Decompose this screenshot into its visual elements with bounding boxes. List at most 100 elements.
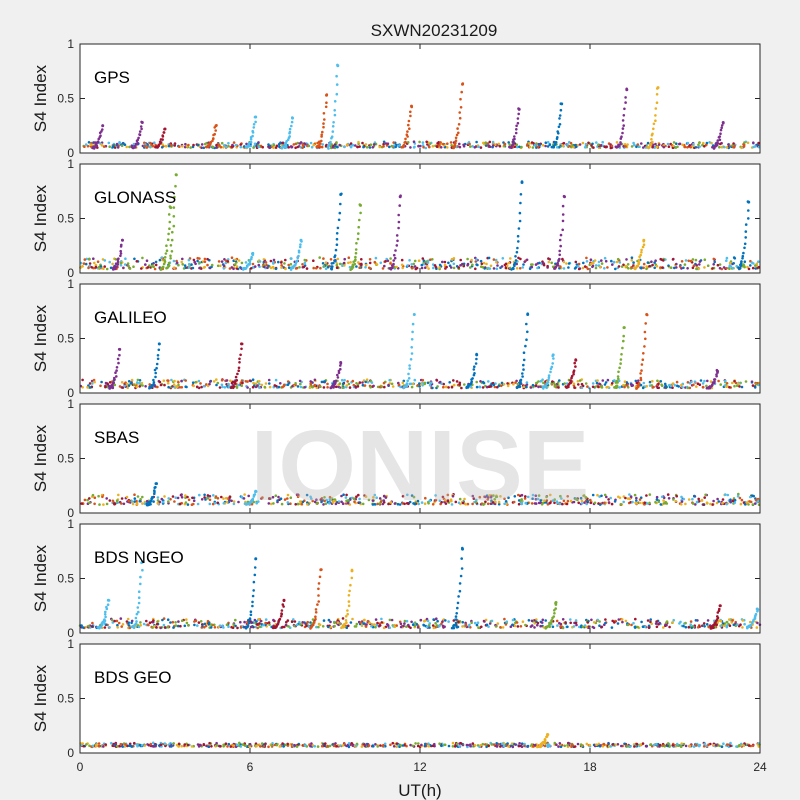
data-point: [541, 144, 545, 147]
data-point: [184, 501, 188, 504]
data-point: [728, 267, 731, 271]
data-point: [416, 499, 420, 503]
data-point: [497, 142, 501, 146]
data-point: [709, 502, 712, 506]
spike-point: [135, 620, 138, 623]
data-point: [382, 626, 386, 630]
data-point: [105, 497, 108, 500]
data-point: [445, 265, 448, 269]
data-point: [427, 502, 430, 505]
spike-point: [333, 100, 337, 103]
panel-title: GALILEO: [94, 308, 167, 327]
data-point: [518, 742, 521, 745]
data-point: [423, 502, 427, 506]
spike-point: [474, 362, 478, 365]
spike-point: [312, 620, 316, 624]
data-point: [505, 264, 509, 268]
data-point: [216, 264, 220, 268]
data-point: [688, 386, 692, 390]
spike-peak-point: [622, 326, 626, 330]
data-point: [441, 142, 445, 146]
data-point: [422, 145, 425, 149]
data-point: [132, 142, 136, 146]
data-point: [319, 145, 322, 149]
data-point: [220, 495, 223, 499]
spike-point: [391, 266, 394, 270]
data-point: [384, 142, 388, 145]
data-point: [488, 140, 492, 144]
data-point: [496, 622, 500, 625]
data-point: [208, 498, 212, 502]
data-point: [161, 618, 164, 622]
data-point: [166, 618, 170, 621]
data-point: [415, 623, 419, 626]
spike-point: [336, 226, 340, 230]
data-point: [489, 264, 493, 268]
data-point: [226, 258, 230, 261]
data-point: [442, 385, 445, 389]
data-point: [333, 621, 336, 624]
data-point: [539, 380, 543, 383]
data-point: [202, 266, 206, 269]
data-point: [687, 626, 691, 629]
data-point: [458, 383, 462, 386]
data-point: [674, 499, 678, 503]
data-point: [439, 146, 443, 149]
data-point: [667, 264, 670, 268]
data-point: [556, 624, 559, 627]
spike-point: [162, 131, 166, 134]
data-point: [312, 143, 316, 147]
data-point: [735, 264, 738, 268]
data-point: [180, 386, 184, 389]
data-point: [410, 494, 414, 497]
data-point: [411, 744, 415, 748]
data-point: [499, 495, 502, 498]
data-point: [202, 146, 206, 150]
data-point: [295, 266, 299, 270]
data-point: [539, 499, 542, 502]
data-point: [713, 260, 716, 264]
data-point: [630, 256, 634, 260]
data-point: [268, 146, 271, 149]
data-point: [323, 380, 327, 383]
data-point: [732, 262, 735, 265]
data-point: [635, 145, 638, 149]
data-point: [200, 146, 203, 149]
data-point: [160, 146, 164, 149]
data-point: [86, 144, 90, 148]
data-point: [418, 382, 421, 385]
data-point: [493, 385, 497, 389]
data-point: [364, 266, 367, 269]
data-point: [268, 385, 272, 389]
data-point: [562, 499, 566, 503]
data-point: [649, 618, 652, 621]
data-point: [616, 257, 620, 261]
data-point: [474, 267, 477, 271]
spike-point: [345, 621, 348, 624]
data-point: [471, 494, 475, 498]
spike-point: [654, 107, 658, 110]
spike-point: [156, 354, 160, 357]
data-point: [654, 500, 657, 504]
data-point: [525, 383, 529, 386]
data-point: [173, 500, 176, 503]
spike-point: [158, 140, 162, 144]
data-point: [591, 382, 595, 385]
data-point: [650, 260, 653, 264]
spike-point: [165, 244, 168, 247]
data-point: [484, 141, 488, 144]
data-point: [748, 500, 751, 503]
data-point: [591, 493, 595, 497]
data-point: [240, 261, 244, 265]
data-point: [401, 494, 405, 498]
data-point: [606, 385, 610, 389]
data-point: [655, 145, 659, 149]
data-point: [646, 141, 650, 145]
data-point: [324, 144, 328, 148]
spike-point: [397, 213, 401, 217]
data-point: [522, 263, 525, 266]
spike-point: [519, 378, 523, 382]
data-point: [142, 622, 146, 626]
data-point: [208, 502, 212, 506]
data-point: [118, 385, 122, 388]
